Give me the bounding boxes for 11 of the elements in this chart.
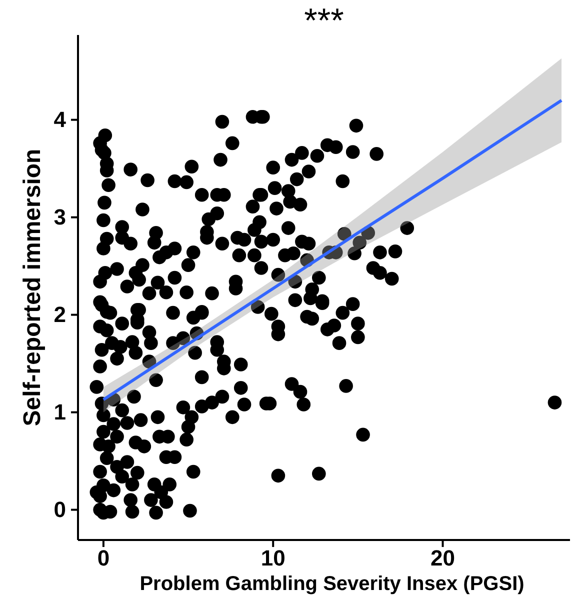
y-tick-label: 0 bbox=[54, 496, 66, 522]
x-tick-label: 20 bbox=[430, 546, 455, 571]
y-tick-label: 2 bbox=[54, 302, 66, 327]
x-axis-title: Problem Gambling Severity Insex (PGSI) bbox=[140, 573, 524, 595]
y-tick-label: 1 bbox=[54, 399, 66, 424]
x-tick-label: 10 bbox=[260, 546, 286, 571]
chart-title: *** bbox=[304, 2, 344, 40]
y-axis-title: Self-reported immersion bbox=[19, 148, 46, 426]
y-tick-label: 4 bbox=[54, 106, 67, 132]
y-tick-label: 3 bbox=[54, 204, 66, 230]
x-tick-label: 0 bbox=[97, 546, 110, 571]
